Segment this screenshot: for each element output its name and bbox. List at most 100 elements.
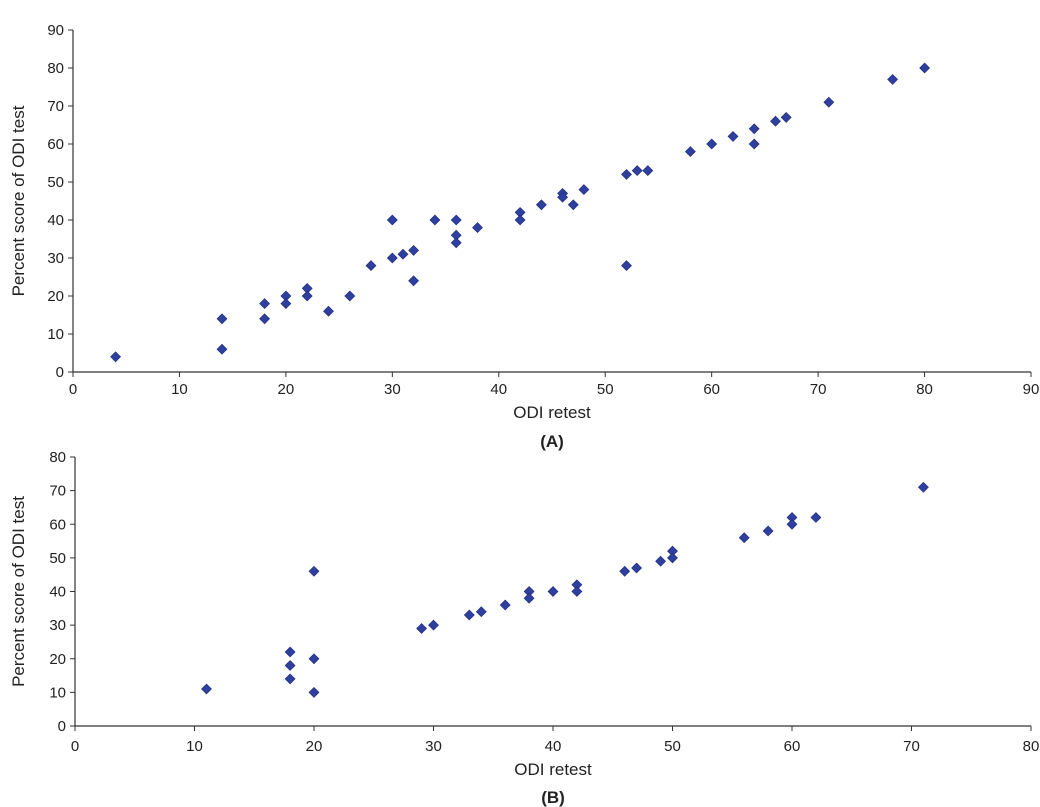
- data-point: [308, 686, 320, 698]
- data-point: [619, 565, 631, 577]
- data-point: [631, 562, 643, 574]
- x-tick-label: 70: [810, 381, 827, 398]
- data-point: [684, 146, 696, 158]
- data-point: [110, 351, 122, 363]
- panel-label: (B): [541, 788, 565, 807]
- y-tick-label: 80: [47, 60, 64, 77]
- x-tick-label: 50: [664, 738, 681, 755]
- x-tick-label: 90: [1023, 381, 1040, 398]
- x-tick-label: 70: [903, 738, 920, 755]
- data-point: [428, 619, 439, 631]
- y-tick-label: 50: [49, 550, 66, 567]
- y-tick-label: 10: [47, 326, 64, 343]
- data-point: [397, 248, 409, 260]
- x-axis-title: ODI retest: [514, 760, 592, 779]
- data-point: [621, 168, 632, 180]
- data-point: [547, 586, 559, 597]
- data-point: [408, 275, 420, 287]
- y-tick-label: 20: [49, 651, 66, 668]
- data-point: [344, 290, 356, 302]
- data-point: [523, 592, 535, 604]
- x-tick-label: 60: [703, 381, 720, 398]
- data-point: [780, 111, 792, 123]
- data-point: [201, 683, 212, 695]
- data-point: [823, 96, 835, 108]
- x-tick-label: 0: [69, 381, 77, 398]
- data-point: [499, 599, 511, 611]
- y-tick-label: 40: [47, 212, 64, 229]
- data-point: [571, 586, 583, 597]
- x-tick-label: 10: [171, 381, 188, 398]
- data-point: [308, 565, 320, 577]
- x-tick-label: 30: [384, 381, 401, 398]
- data-point: [301, 290, 313, 302]
- data-point: [810, 512, 822, 523]
- data-point: [887, 73, 899, 85]
- x-tick-label: 80: [916, 381, 933, 398]
- data-point: [667, 552, 678, 564]
- data-point: [386, 214, 398, 226]
- data-point: [786, 518, 798, 530]
- data-point: [216, 313, 228, 325]
- y-tick-label: 20: [47, 288, 64, 305]
- data-point: [748, 138, 760, 150]
- x-tick-label: 20: [306, 738, 323, 755]
- data-point: [450, 214, 462, 226]
- x-tick-label: 0: [71, 738, 79, 755]
- data-point: [762, 525, 774, 537]
- y-tick-label: 60: [49, 516, 66, 533]
- data-point: [514, 214, 526, 226]
- data-point: [706, 138, 718, 150]
- data-point: [535, 199, 547, 211]
- data-point: [917, 481, 929, 493]
- data-point: [748, 123, 760, 135]
- x-tick-label: 60: [784, 738, 801, 755]
- x-tick-label: 40: [545, 738, 562, 755]
- data-point: [770, 115, 781, 127]
- data-point: [259, 298, 271, 310]
- y-tick-label: 50: [47, 174, 64, 191]
- y-tick-label: 80: [49, 449, 66, 466]
- x-tick-label: 20: [278, 381, 295, 398]
- data-point: [655, 555, 667, 567]
- data-point: [463, 609, 475, 621]
- x-tick-label: 50: [597, 381, 614, 398]
- y-axis-title: Percent score of ODI test: [9, 496, 28, 687]
- data-point: [567, 199, 579, 211]
- data-point: [284, 646, 296, 658]
- data-point: [323, 305, 334, 317]
- y-tick-label: 60: [47, 136, 64, 153]
- data-point: [475, 606, 487, 618]
- x-tick-label: 10: [186, 738, 203, 755]
- scatter-panel-a: 0 10 20 30 40 50 60 70 80 90 0 10 20 30 40 50 60 70 80 90 OD…: [9, 22, 1039, 451]
- data-point: [450, 237, 462, 249]
- data-point: [408, 244, 420, 256]
- y-tick-label: 70: [47, 98, 64, 115]
- data-point: [365, 260, 377, 272]
- data-point: [429, 214, 441, 226]
- y-tick-label: 0: [58, 718, 66, 735]
- data-point: [578, 184, 590, 196]
- data-point: [280, 298, 292, 310]
- x-tick-label: 30: [425, 738, 442, 755]
- data-point: [216, 343, 228, 355]
- data-point: [727, 130, 739, 142]
- y-tick-label: 30: [49, 617, 66, 634]
- y-tick-label: 30: [47, 250, 64, 267]
- data-point: [738, 532, 750, 544]
- x-tick-label: 80: [1023, 738, 1040, 755]
- data-point: [642, 165, 654, 177]
- y-tick-label: 90: [47, 22, 64, 39]
- data-point: [621, 260, 632, 272]
- data-point: [919, 62, 931, 74]
- y-tick-label: 10: [49, 684, 66, 701]
- data-point: [284, 673, 296, 685]
- y-tick-label: 0: [56, 364, 64, 381]
- scatter-panel-b: 0 10 20 30 40 50 60 70 80 0 10 20 30 40 50 60 70 80 ODI re…: [9, 449, 1039, 807]
- data-point: [631, 165, 643, 177]
- y-axis-title: Percent score of ODI test: [9, 105, 28, 296]
- y-tick-label: 40: [49, 584, 66, 601]
- data-point: [259, 313, 271, 325]
- x-tick-label: 40: [490, 381, 507, 398]
